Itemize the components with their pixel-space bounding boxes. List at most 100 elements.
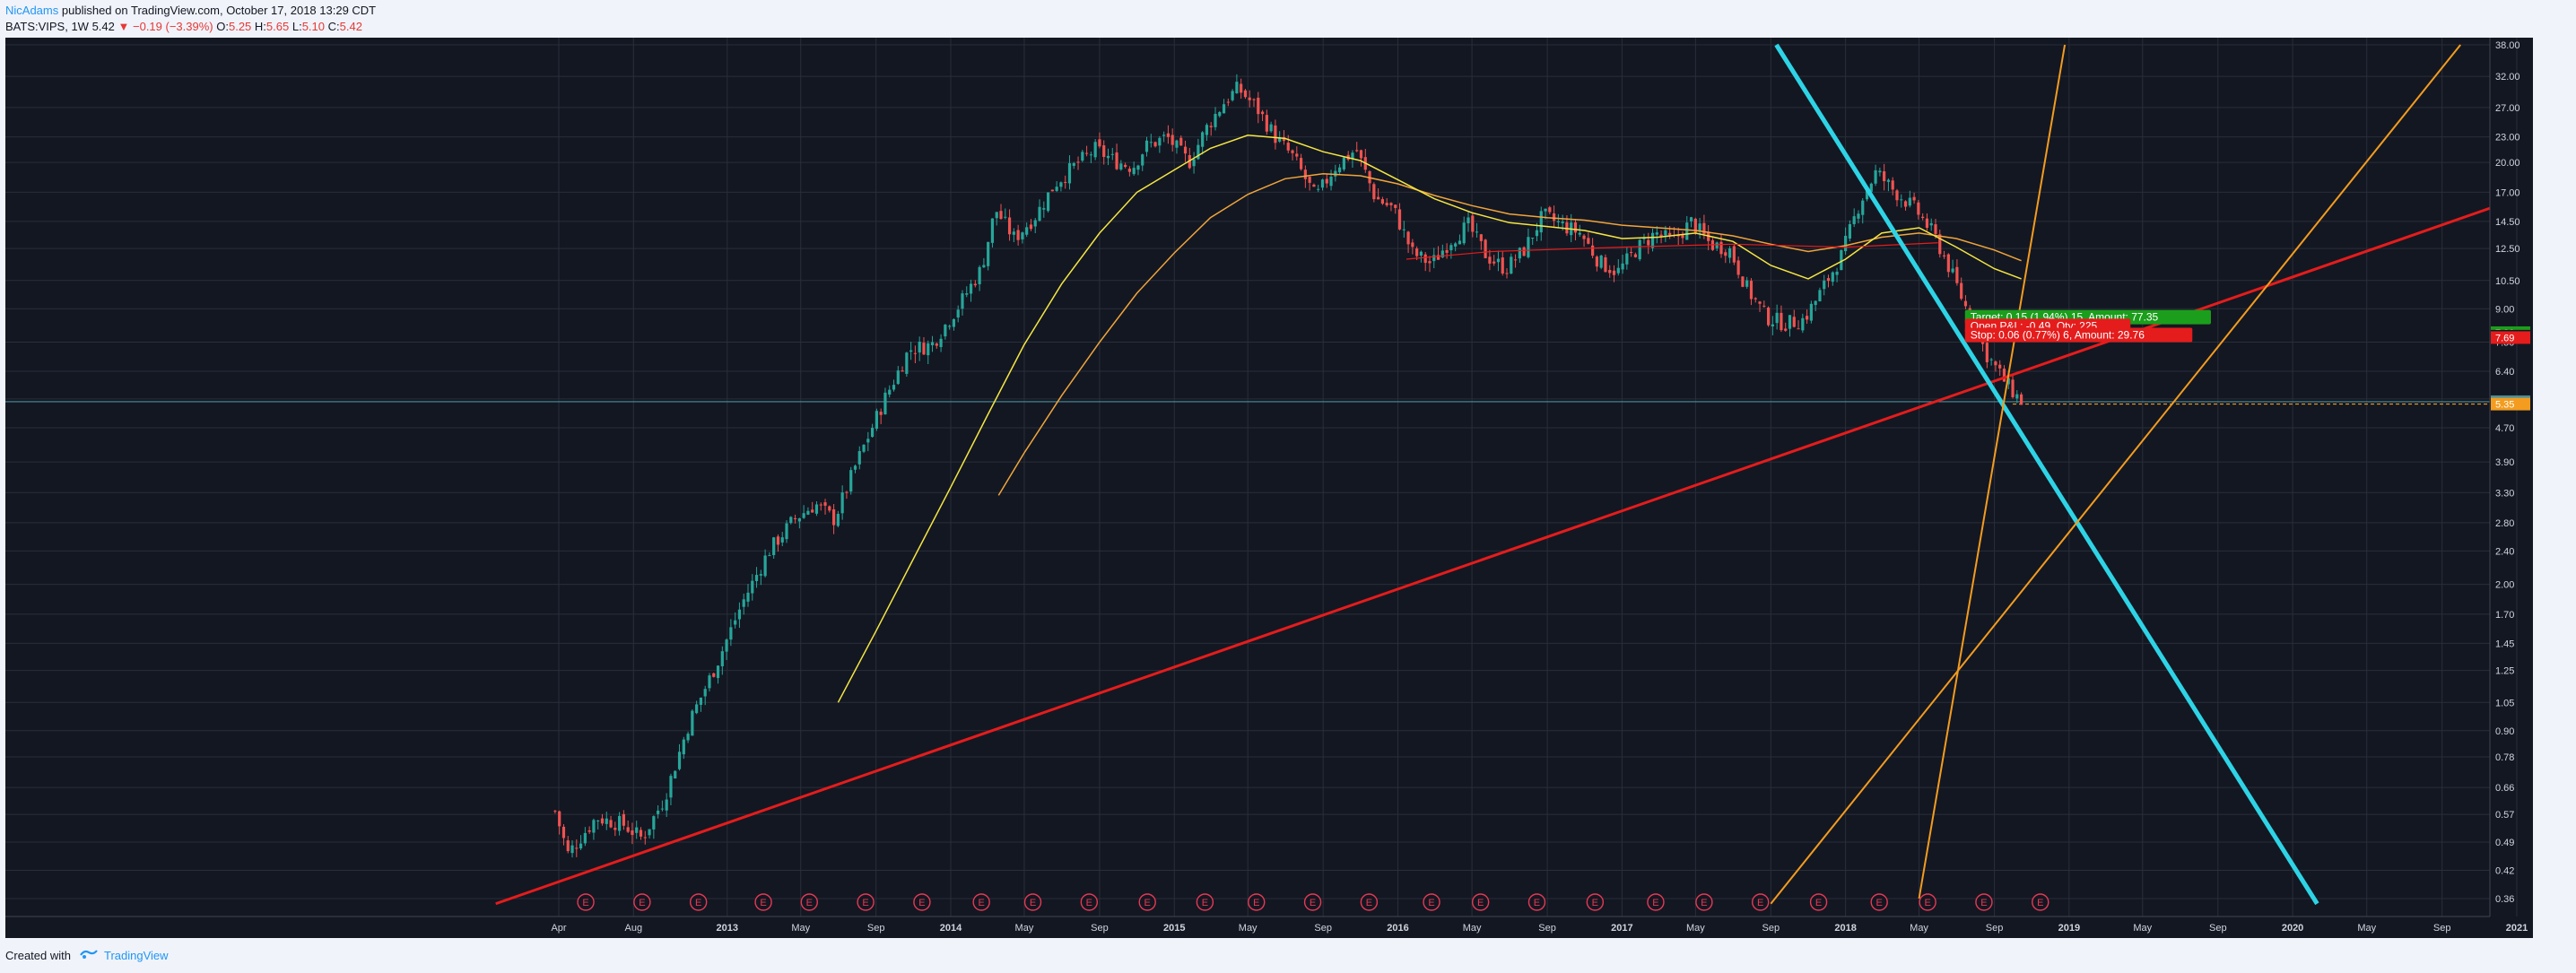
x-tick-label: May xyxy=(1686,923,1705,934)
candle-body xyxy=(1440,250,1444,258)
candle-body xyxy=(1012,231,1015,235)
candle-body xyxy=(1544,208,1547,212)
earnings-circle xyxy=(1586,893,1605,911)
candle-body xyxy=(669,776,673,798)
author-link[interactable]: NicAdams xyxy=(5,4,59,17)
candle-body xyxy=(896,370,900,385)
earnings-marker: E xyxy=(1586,893,1605,911)
chart-area[interactable]: Target: 0.15 (1.94%) 15, Amount: 77.35 Op… xyxy=(5,38,2533,938)
candle-body xyxy=(1166,133,1171,137)
candle-body xyxy=(1329,177,1333,187)
candle-body xyxy=(1727,248,1732,258)
candle-body xyxy=(1389,203,1393,205)
candle-body xyxy=(561,826,566,838)
ma-red-line xyxy=(1405,242,1938,260)
candle-body xyxy=(1179,137,1183,146)
y-tick-label: 0.57 xyxy=(2495,810,2514,821)
candle-body xyxy=(1046,192,1050,212)
candle-body xyxy=(734,620,737,625)
ma-slow-line xyxy=(997,173,2022,496)
candle-body xyxy=(1886,179,1891,182)
candles xyxy=(553,74,2023,858)
earnings-label: E xyxy=(1477,898,1484,908)
candle-body xyxy=(1397,209,1402,230)
x-tick-label: 2016 xyxy=(1387,923,1408,934)
candle-body xyxy=(927,343,930,356)
earnings-label: E xyxy=(1652,898,1658,908)
earnings-circle xyxy=(754,893,772,911)
y-tick-label: 3.90 xyxy=(2495,457,2514,468)
y-tick-label: 2.40 xyxy=(2495,546,2514,557)
x-tick-label: May xyxy=(791,923,810,934)
candle-body xyxy=(763,555,767,577)
candle-body xyxy=(1072,162,1075,166)
candle-body xyxy=(1394,204,1397,208)
price-chart[interactable]: Target: 0.15 (1.94%) 15, Amount: 77.35Op… xyxy=(5,38,2533,938)
candle-body xyxy=(712,673,716,677)
candle-body xyxy=(1359,150,1363,159)
earnings-marker: E xyxy=(1023,893,1042,911)
candle-body xyxy=(1741,276,1745,287)
tradingview-logo-icon[interactable] xyxy=(79,947,99,966)
candle-body xyxy=(1471,215,1475,232)
candle-body xyxy=(1355,150,1359,152)
earnings-circle xyxy=(1138,893,1156,911)
candle-body xyxy=(1818,290,1822,302)
y-tick-label: 32.00 xyxy=(2495,72,2520,83)
candle-body xyxy=(1840,250,1843,271)
candle-body xyxy=(746,592,750,602)
candle-body xyxy=(614,828,617,830)
candle-body xyxy=(1260,111,1265,115)
candle-body xyxy=(1235,82,1239,94)
candle-body xyxy=(1372,184,1376,200)
candle-body xyxy=(1458,240,1462,245)
y-tick-label: 4.70 xyxy=(2495,423,2514,434)
candle-body xyxy=(939,338,943,348)
candle-body xyxy=(987,241,990,266)
candle-body xyxy=(1934,224,1937,234)
candle-body xyxy=(1831,272,1834,282)
earnings-marker: E xyxy=(1647,893,1665,911)
candle-body xyxy=(1599,256,1603,268)
candle-body xyxy=(1299,158,1303,169)
earnings-marker: E xyxy=(577,893,595,911)
candle-body xyxy=(1144,140,1149,152)
earnings-circle xyxy=(1647,893,1665,911)
candle-body xyxy=(1192,159,1196,167)
candle-body xyxy=(699,697,703,705)
candle-body xyxy=(1171,135,1174,145)
candle-body xyxy=(1110,153,1114,155)
candle-body xyxy=(789,517,793,524)
candle-body xyxy=(1797,328,1800,330)
open-label: O: xyxy=(216,20,229,33)
candle-body xyxy=(1719,241,1723,255)
earnings-circle xyxy=(1752,893,1770,911)
candle-body xyxy=(999,211,1003,220)
candle-body xyxy=(1784,328,1788,331)
candle-body xyxy=(857,451,861,465)
candle-body xyxy=(1754,298,1757,300)
candle-body xyxy=(1089,154,1092,156)
candle-body xyxy=(1908,197,1911,206)
candle-body xyxy=(1308,177,1311,183)
earnings-circle xyxy=(2032,893,2049,911)
candle-body xyxy=(1380,199,1385,204)
candle-body xyxy=(1286,143,1290,151)
earnings-circle xyxy=(1080,893,1099,911)
candle-body xyxy=(691,710,694,736)
candle-body xyxy=(901,370,904,372)
candle-body xyxy=(1633,254,1638,257)
candle-body xyxy=(1912,196,1916,201)
candle-body xyxy=(1565,222,1569,234)
candle-body xyxy=(956,309,960,318)
x-tick-label: Sep xyxy=(867,923,885,934)
candle-body xyxy=(1201,132,1205,147)
candle-body xyxy=(1432,255,1436,262)
candle-body xyxy=(716,665,720,679)
earnings-circle xyxy=(913,893,931,911)
tradingview-brand-link[interactable]: TradingView xyxy=(104,949,169,962)
candle-body xyxy=(1527,237,1530,257)
earnings-marker: E xyxy=(1471,893,1490,911)
candle-body xyxy=(1548,207,1552,213)
candle-body xyxy=(1136,165,1140,170)
